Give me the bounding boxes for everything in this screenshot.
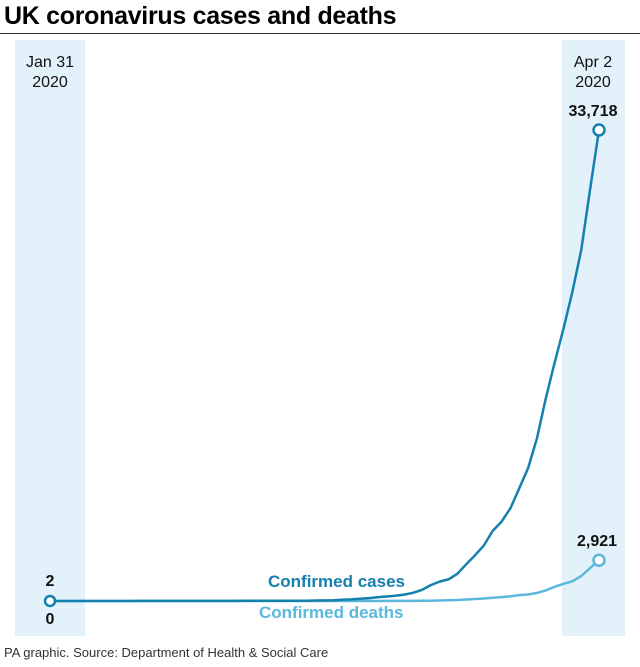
- source-note: PA graphic. Source: Department of Health…: [4, 645, 329, 660]
- title-rule: [0, 33, 640, 34]
- cases-start-value: 2: [46, 573, 55, 590]
- cases-end-value: 33,718: [569, 103, 618, 120]
- series-line-cases: [50, 129, 601, 603]
- cases-end-point-marker: [592, 123, 606, 137]
- start-date-month: Jan 31: [26, 54, 74, 71]
- end-date-year: 2020: [575, 74, 611, 91]
- end-date-band: [562, 40, 625, 636]
- start-date-year: 2020: [32, 74, 68, 91]
- end-date-month: Apr 2: [574, 54, 612, 71]
- start-date-band: [15, 40, 85, 636]
- chart-title: UK coronavirus cases and deaths: [4, 2, 397, 30]
- series-label-deaths: Confirmed deaths: [259, 603, 404, 622]
- start-point-marker: [43, 594, 57, 608]
- series-label-cases: Confirmed cases: [268, 572, 405, 591]
- deaths-start-value: 0: [46, 611, 55, 628]
- deaths-end-point-marker: [592, 553, 606, 567]
- deaths-end-value: 2,921: [577, 533, 617, 550]
